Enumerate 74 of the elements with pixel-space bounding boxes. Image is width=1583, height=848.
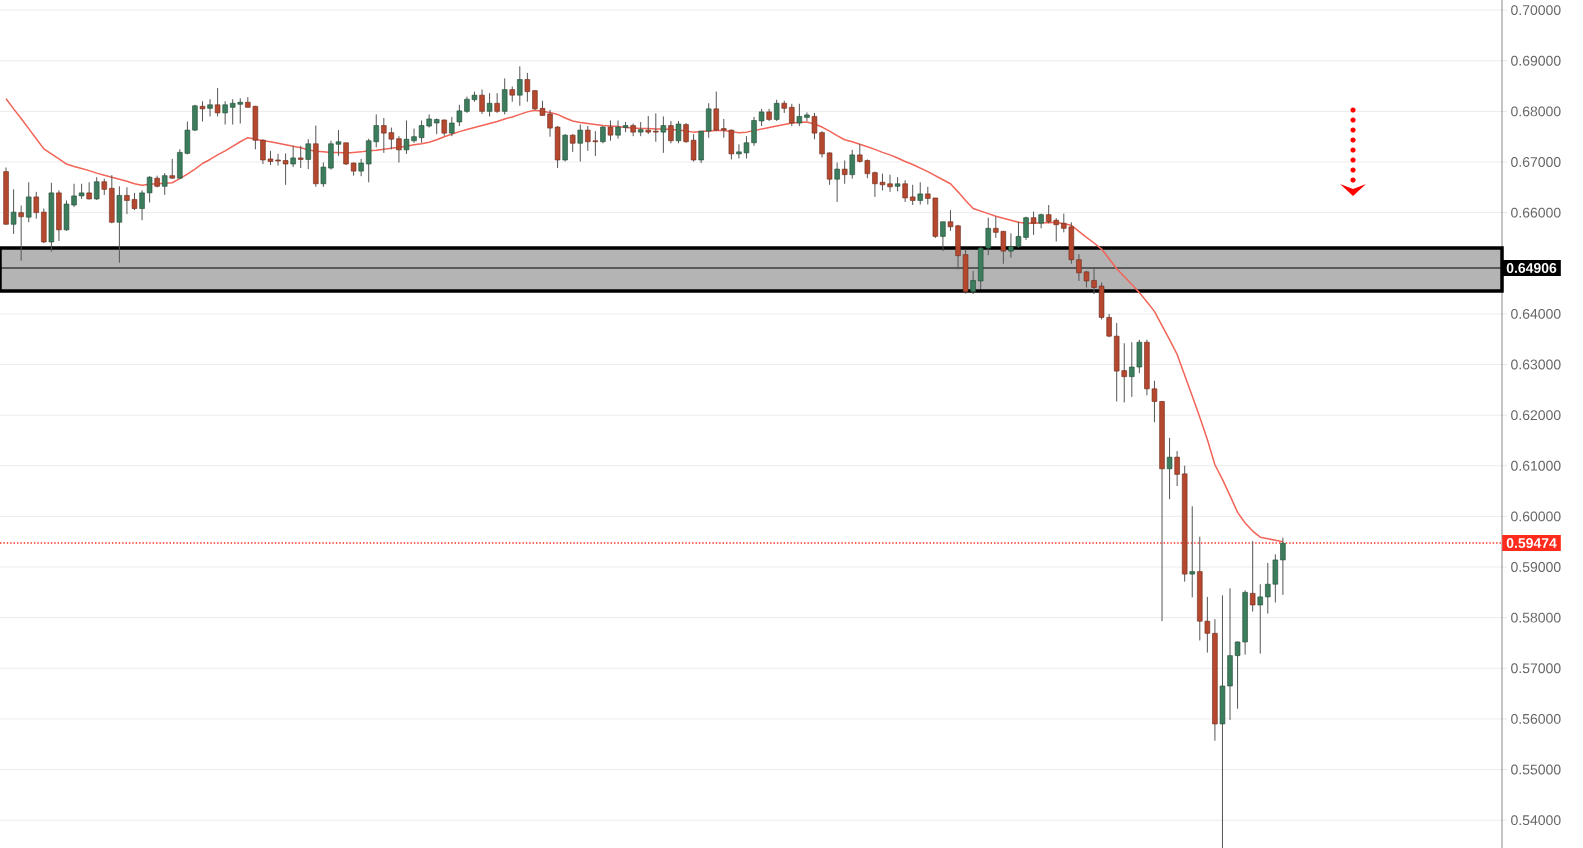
- candlestick: [690, 133, 697, 162]
- candlestick: [668, 120, 674, 144]
- candlestick: [494, 92, 500, 114]
- y-tick-label: 0.66000: [1511, 207, 1561, 218]
- y-tick-label: 0.62000: [1511, 410, 1561, 421]
- ref-line-label: 0.64906: [1506, 263, 1557, 273]
- candlestick: [1249, 540, 1256, 613]
- candlestick: [834, 162, 840, 203]
- candlestick: [804, 111, 810, 122]
- candlestick: [214, 87, 221, 117]
- candlestick: [940, 221, 946, 252]
- candlestick: [486, 92, 493, 117]
- candlestick: [773, 99, 780, 122]
- candlestick: [917, 181, 923, 206]
- ref-line-label: 0.59474: [1506, 538, 1557, 548]
- candlestick: [577, 124, 583, 162]
- y-tick-label: 0.58000: [1511, 612, 1561, 623]
- candlestick: [33, 191, 39, 220]
- candlestick: [607, 119, 614, 142]
- candlestick: [645, 115, 651, 135]
- candlestick: [1280, 537, 1286, 596]
- y-tick-label: 0.57000: [1511, 663, 1561, 674]
- candlestick: [146, 175, 153, 203]
- candlestick: [653, 112, 659, 143]
- candlestick: [524, 72, 531, 103]
- y-tick-label: 0.54000: [1511, 815, 1561, 826]
- candlestick: [139, 189, 145, 221]
- candlestick: [683, 122, 689, 144]
- candlestick: [10, 188, 17, 235]
- candlestick: [161, 172, 168, 196]
- y-tick-label: 0.63000: [1511, 359, 1561, 370]
- candlestick: [282, 152, 289, 186]
- candlestick: [841, 159, 848, 185]
- y-tick-label: 0.69000: [1511, 55, 1561, 66]
- candlestick: [660, 115, 667, 154]
- y-tick-label: 0.61000: [1511, 460, 1561, 471]
- candlestick: [789, 103, 795, 127]
- y-tick-label: 0.59000: [1511, 562, 1561, 572]
- candlestick: [705, 102, 712, 139]
- candlestick: [713, 91, 719, 132]
- y-tick-label: 0.67000: [1511, 157, 1561, 167]
- candlestick: [675, 120, 682, 144]
- candlestick: [18, 205, 24, 262]
- candlestick: [222, 100, 228, 126]
- y-tick-label: 0.60000: [1511, 511, 1561, 522]
- candlestick: [902, 179, 908, 203]
- candlestick: [479, 89, 485, 115]
- y-tick-label: 0.68000: [1511, 106, 1561, 117]
- candlestick: [199, 100, 206, 122]
- candlestick: [517, 65, 523, 107]
- candlestick: [849, 149, 855, 180]
- candlestick: [320, 162, 327, 188]
- candlestick: [93, 176, 100, 201]
- y-tick-label: 0.70000: [1511, 5, 1561, 16]
- candlestick: [305, 138, 311, 170]
- candlestick: [290, 145, 296, 168]
- candlestick: [25, 181, 32, 223]
- candlestick: [1030, 211, 1037, 236]
- candlestick: [1174, 450, 1180, 487]
- candlestick: [1189, 505, 1195, 598]
- candlestick: [970, 270, 976, 295]
- y-tick-label: 0.56000: [1511, 713, 1561, 724]
- candlestick: [207, 98, 213, 117]
- candlestick: [396, 135, 402, 163]
- candlestick: [1257, 583, 1263, 655]
- y-tick-label: 0.55000: [1511, 764, 1561, 775]
- candlestick: [1166, 437, 1173, 500]
- candlestick: [909, 184, 916, 206]
- candlestick: [297, 145, 304, 169]
- candlestick: [615, 119, 621, 140]
- y-tick-label: 0.64000: [1511, 308, 1561, 319]
- candlestick: [796, 103, 803, 127]
- candlestick: [501, 77, 508, 115]
- candlestick: [169, 158, 175, 180]
